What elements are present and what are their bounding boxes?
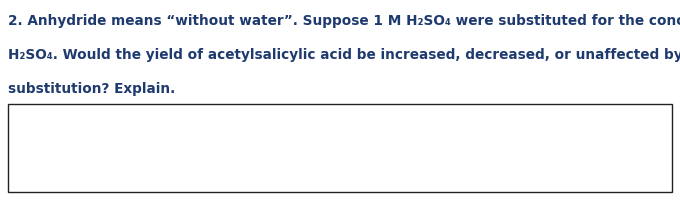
Text: 2. Anhydride means “without water”. Suppose 1 M H₂SO₄ were substituted for the c: 2. Anhydride means “without water”. Supp… <box>8 14 680 28</box>
Text: substitution? Explain.: substitution? Explain. <box>8 82 175 96</box>
Text: H₂SO₄. Would the yield of acetylsalicylic acid be increased, decreased, or unaff: H₂SO₄. Would the yield of acetylsalicyli… <box>8 48 680 62</box>
Bar <box>8 104 672 192</box>
